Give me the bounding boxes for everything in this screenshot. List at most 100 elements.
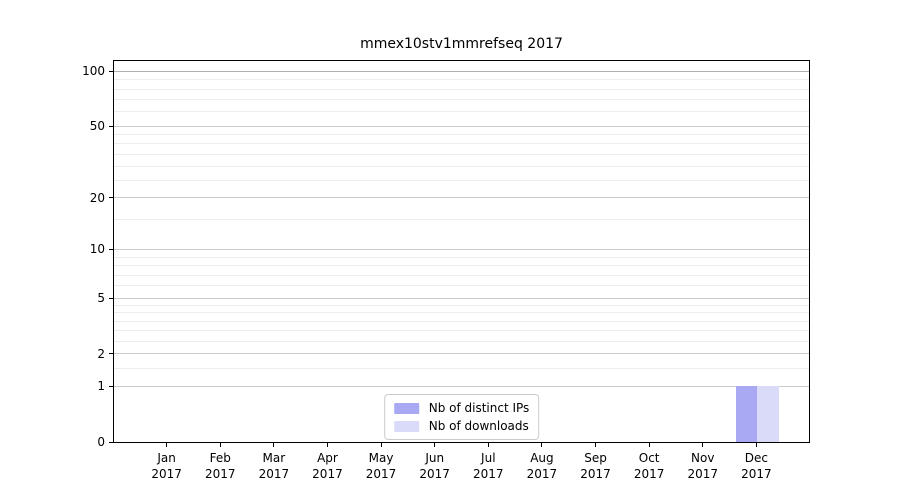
x-tick — [166, 443, 168, 447]
bar-dec-distinct-ips — [735, 386, 758, 442]
x-tick-year: 2017 — [687, 467, 719, 481]
x-tick-label-apr: Apr 2017 — [287, 450, 367, 482]
minor-gridline — [114, 256, 809, 258]
x-tick — [273, 443, 275, 447]
major-gridline — [114, 197, 809, 199]
y-tick — [109, 197, 113, 199]
legend-swatch-distinct-ips — [393, 402, 419, 414]
x-tick — [755, 443, 757, 447]
y-tick — [109, 125, 113, 127]
minor-gridline — [114, 218, 809, 220]
x-tick — [380, 443, 382, 447]
minor-gridline — [114, 99, 809, 101]
minor-gridline — [114, 111, 809, 113]
minor-gridline — [114, 312, 809, 314]
legend-label-downloads: Nb of downloads — [428, 419, 529, 433]
x-tick-month: Dec — [744, 451, 768, 465]
minor-gridline — [114, 153, 809, 155]
minor-gridline — [114, 320, 809, 322]
y-tick — [109, 70, 113, 72]
x-tick-year: 2017 — [580, 467, 611, 481]
major-gridline — [114, 70, 809, 72]
y-tick-label: 100 — [82, 64, 105, 79]
x-axis-labels: Jan 2017 Feb 2017 Mar 2017 Apr 2017 May 2017 Jun 20… — [0, 450, 900, 490]
minor-gridline — [114, 367, 809, 369]
plot-area: Nb of distinct IPs Nb of downloads — [113, 60, 810, 443]
y-tick-label: 5 — [97, 291, 105, 306]
x-tick-month: Apr — [317, 451, 338, 465]
x-tick-year: 2017 — [741, 467, 772, 481]
minor-gridline — [114, 274, 809, 276]
x-tick-year: 2017 — [258, 467, 290, 481]
chart-title: mmex10stv1mmrefseq 2017 — [360, 36, 563, 52]
x-tick-month: Oct — [638, 451, 660, 465]
y-tick-label: 1 — [97, 379, 105, 394]
legend: Nb of distinct IPs Nb of downloads — [383, 394, 540, 440]
x-tick-year: 2017 — [312, 467, 343, 481]
x-tick-label-jan: Jan 2017 — [127, 450, 207, 482]
x-tick-label-jun: Jun 2017 — [395, 450, 475, 482]
y-axis-labels: 0 1 2 5 10 20 50 100 — [0, 60, 105, 449]
x-tick-year: 2017 — [204, 467, 236, 481]
y-tick — [109, 385, 113, 387]
x-tick — [702, 443, 704, 447]
x-tick-label-aug: Aug 2017 — [502, 450, 582, 482]
x-tick-year: 2017 — [473, 467, 504, 481]
major-gridline — [114, 248, 809, 250]
y-tick-label: 2 — [97, 346, 105, 361]
x-tick-month: Mar — [262, 451, 286, 465]
x-tick-year: 2017 — [526, 467, 558, 481]
x-tick — [487, 443, 489, 447]
x-tick-month: Aug — [530, 451, 554, 465]
minor-gridline — [114, 165, 809, 167]
minor-gridline — [114, 265, 809, 267]
legend-item-distinct-ips: Nb of distinct IPs — [393, 401, 530, 415]
x-tick-label-nov: Nov 2017 — [663, 450, 743, 482]
y-tick — [109, 353, 113, 355]
minor-gridline — [114, 285, 809, 287]
minor-gridline — [114, 134, 809, 136]
x-tick — [219, 443, 221, 447]
legend-item-downloads: Nb of downloads — [393, 419, 530, 433]
x-tick-year: 2017 — [419, 467, 450, 481]
minor-gridline — [114, 143, 809, 145]
x-tick — [648, 443, 650, 447]
x-tick — [595, 443, 597, 447]
y-tick-label: 20 — [89, 190, 105, 205]
minor-gridline — [114, 304, 809, 306]
x-tick-label-may: May 2017 — [341, 450, 421, 482]
x-tick-month: Jun — [425, 451, 445, 465]
x-tick-year: 2017 — [151, 467, 182, 481]
x-tick-label-feb: Feb 2017 — [180, 450, 260, 482]
major-gridline — [114, 385, 809, 387]
y-tick-label: 10 — [89, 242, 105, 257]
x-tick-year: 2017 — [633, 467, 665, 481]
x-tick-month: Sep — [584, 451, 607, 465]
x-tick-label-oct: Oct 2017 — [609, 450, 689, 482]
minor-gridline — [114, 179, 809, 181]
y-tick — [109, 441, 113, 443]
x-tick-month: Jul — [481, 451, 496, 465]
y-tick — [109, 297, 113, 299]
x-tick-month: Nov — [691, 451, 715, 465]
x-tick — [541, 443, 543, 447]
x-tick-year: 2017 — [365, 467, 397, 481]
minor-gridline — [114, 79, 809, 81]
x-tick-month: May — [368, 451, 394, 465]
major-gridline — [114, 353, 809, 355]
legend-swatch-downloads — [393, 420, 419, 432]
x-tick-label-sep: Sep 2017 — [556, 450, 636, 482]
legend-label-distinct-ips: Nb of distinct IPs — [428, 401, 530, 415]
x-tick-month: Jan — [157, 451, 176, 465]
y-tick-label: 0 — [97, 435, 105, 449]
minor-gridline — [114, 88, 809, 90]
major-gridline — [114, 297, 809, 299]
major-gridline — [114, 125, 809, 127]
x-tick — [326, 443, 328, 447]
x-tick — [434, 443, 436, 447]
y-tick — [109, 248, 113, 250]
x-tick-label-jul: Jul 2017 — [448, 450, 528, 482]
x-tick-label-dec: Dec 2017 — [716, 450, 796, 482]
bar-dec-downloads — [757, 386, 779, 442]
